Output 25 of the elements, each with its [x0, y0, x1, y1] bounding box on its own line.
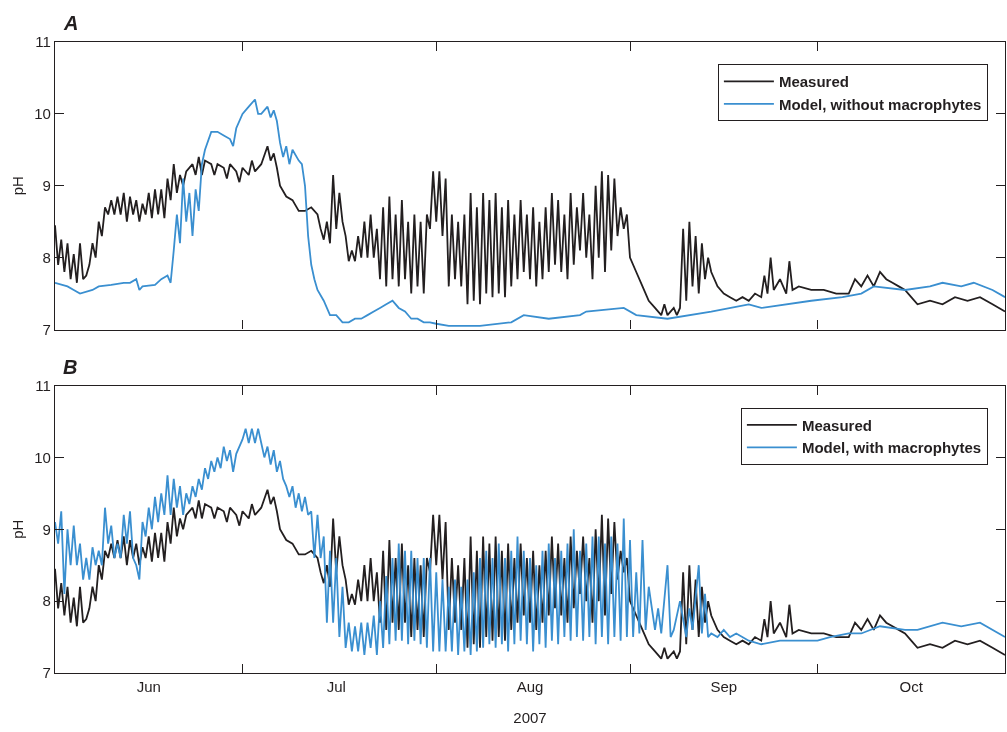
x-tick-label: Jul — [326, 678, 346, 696]
x-tick-label: Sep — [710, 678, 738, 696]
legend-label: Measured — [801, 416, 872, 434]
y-tick-label: 11 — [35, 33, 51, 51]
y-tick-label: 7 — [42, 664, 51, 682]
y-tick-label: 10 — [34, 105, 51, 123]
y-tick-label: 9 — [42, 177, 51, 194]
y-tick-label: 11 — [35, 376, 51, 394]
y-tick-label: 10 — [34, 448, 51, 466]
legend-label: Model, without macrophytes — [778, 95, 982, 113]
x-tick-label: Jun — [136, 678, 161, 696]
y-tick-label: 9 — [42, 520, 51, 538]
y-tick-label: 8 — [42, 248, 51, 266]
chart-title: B — [63, 356, 78, 378]
legend-label: Model, with macrophytes — [801, 439, 982, 457]
x-tick-label: Aug — [516, 678, 544, 696]
y-tick-label: 8 — [42, 592, 51, 610]
line-series — [55, 98, 1005, 327]
y-axis-title: pH — [9, 519, 27, 539]
y-tick-label: 7 — [42, 320, 51, 338]
chart-title: A — [63, 12, 79, 34]
x-axis-title: 2007 — [513, 709, 547, 727]
y-axis-title: pH — [9, 176, 27, 196]
x-tick-label: Oct — [899, 678, 924, 696]
legend-label: Measured — [778, 73, 849, 91]
